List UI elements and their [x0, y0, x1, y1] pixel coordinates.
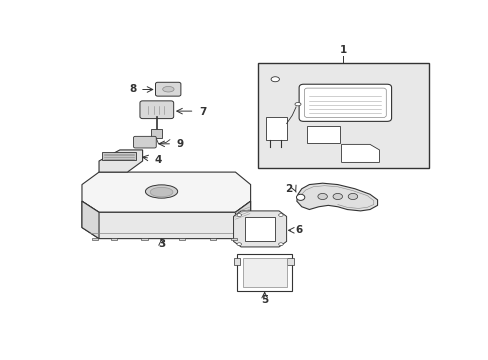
Text: 7: 7 — [199, 107, 206, 117]
Text: 1: 1 — [339, 45, 346, 55]
Text: 5: 5 — [261, 294, 268, 305]
FancyBboxPatch shape — [155, 82, 181, 96]
FancyBboxPatch shape — [265, 117, 286, 140]
FancyBboxPatch shape — [258, 63, 428, 168]
Text: 2: 2 — [285, 184, 291, 194]
FancyBboxPatch shape — [243, 258, 286, 287]
Ellipse shape — [278, 214, 283, 216]
FancyBboxPatch shape — [102, 152, 136, 160]
Polygon shape — [82, 172, 250, 212]
Polygon shape — [296, 183, 377, 211]
Polygon shape — [99, 150, 142, 172]
Ellipse shape — [237, 243, 241, 246]
Text: 8: 8 — [129, 85, 137, 94]
Ellipse shape — [163, 86, 174, 92]
FancyBboxPatch shape — [237, 254, 292, 291]
FancyBboxPatch shape — [233, 258, 240, 265]
FancyBboxPatch shape — [287, 258, 294, 265]
FancyBboxPatch shape — [111, 238, 117, 240]
Ellipse shape — [332, 193, 342, 199]
FancyBboxPatch shape — [299, 84, 391, 121]
Ellipse shape — [294, 103, 301, 106]
Text: 6: 6 — [295, 225, 302, 235]
Ellipse shape — [237, 214, 241, 216]
FancyBboxPatch shape — [244, 217, 275, 241]
FancyBboxPatch shape — [179, 238, 185, 240]
Polygon shape — [82, 201, 99, 239]
Polygon shape — [235, 201, 250, 239]
FancyBboxPatch shape — [141, 238, 147, 240]
FancyBboxPatch shape — [140, 101, 173, 118]
Text: 3: 3 — [158, 239, 165, 249]
FancyBboxPatch shape — [151, 129, 161, 138]
Text: 4: 4 — [154, 155, 161, 165]
FancyBboxPatch shape — [307, 126, 339, 143]
Ellipse shape — [150, 187, 173, 197]
Ellipse shape — [347, 193, 357, 199]
Ellipse shape — [145, 185, 177, 198]
FancyBboxPatch shape — [209, 238, 215, 240]
Ellipse shape — [278, 243, 283, 246]
FancyBboxPatch shape — [230, 238, 236, 240]
Polygon shape — [341, 144, 379, 162]
Text: 9: 9 — [177, 139, 183, 149]
Polygon shape — [233, 211, 286, 247]
Ellipse shape — [317, 193, 326, 199]
Ellipse shape — [296, 194, 304, 201]
FancyBboxPatch shape — [133, 136, 156, 148]
Ellipse shape — [270, 77, 279, 82]
Polygon shape — [82, 201, 250, 239]
FancyBboxPatch shape — [92, 238, 98, 240]
